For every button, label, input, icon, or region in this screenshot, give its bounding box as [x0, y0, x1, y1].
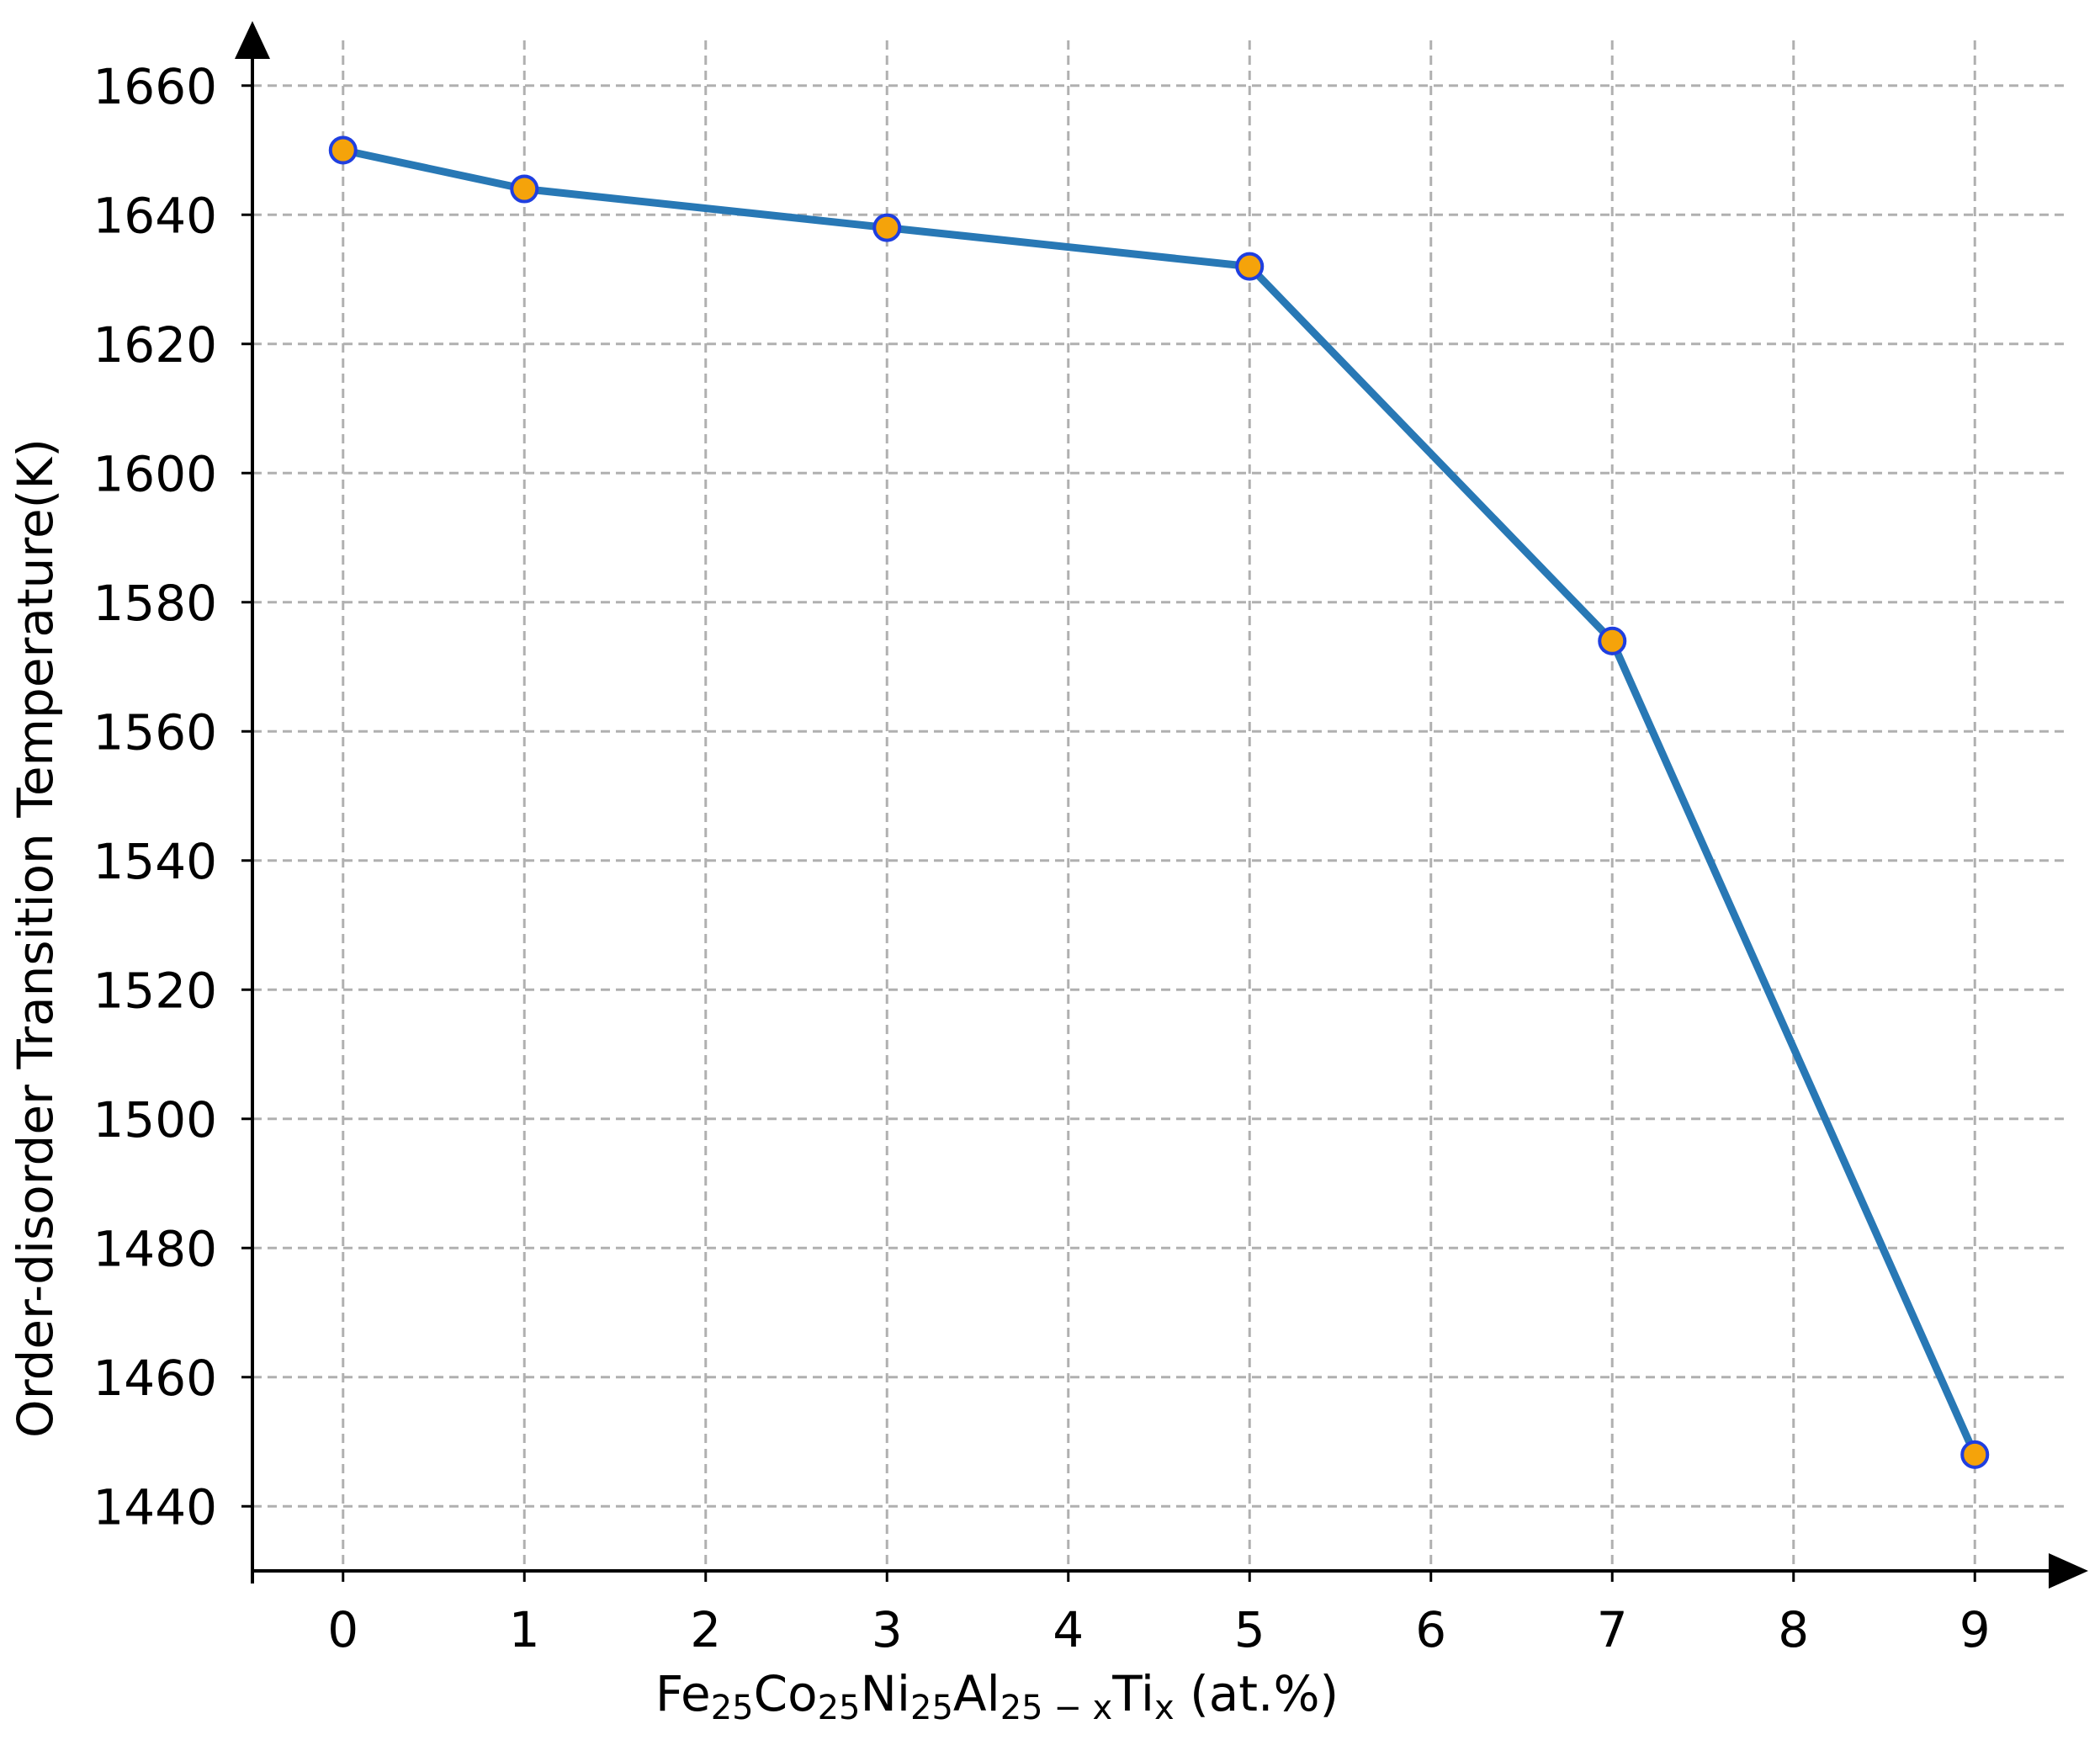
x-tick-label: 9	[1959, 1601, 1991, 1658]
y-tick-label: 1480	[93, 1220, 217, 1277]
series-line	[339, 146, 1979, 1459]
y-tick-label: 1440	[93, 1478, 217, 1536]
y-tick-label: 1500	[93, 1091, 217, 1149]
data-point	[1960, 1440, 1990, 1469]
ticks: 0 1 2 3 4 5 6 7 8 9 1440 1460 1480 1500 1520 1540 1560 15…	[93, 58, 1990, 1658]
data-point	[1598, 626, 1627, 655]
x-tick-label: 5	[1234, 1601, 1265, 1658]
y-tick-label: 1560	[93, 703, 217, 761]
y-tick-label: 1640	[93, 187, 217, 244]
x-tick-label: 2	[690, 1601, 721, 1658]
data-point	[1235, 252, 1265, 281]
axes	[235, 21, 2088, 1589]
x-tick-label: 3	[872, 1601, 903, 1658]
x-axis-label: Fe25Co25Ni25Al25 − xTix (at.%)	[655, 1665, 1339, 1727]
y-tick-label: 1620	[93, 316, 217, 374]
y-tick-label: 1660	[93, 58, 217, 115]
data-point	[872, 213, 902, 242]
x-tick-label: 1	[509, 1601, 540, 1658]
y-axis-arrow	[235, 21, 270, 59]
y-tick-label: 1600	[93, 445, 217, 502]
x-tick-label: 7	[1597, 1601, 1628, 1658]
y-tick-label: 1520	[93, 962, 217, 1019]
y-axis-label: Order-disorder Transition Temperature(K)	[7, 438, 64, 1438]
y-tick-label: 1540	[93, 833, 217, 890]
x-tick-label: 0	[327, 1601, 358, 1658]
x-tick-label: 4	[1053, 1601, 1084, 1658]
grid-lines	[252, 40, 2066, 1571]
data-series	[328, 135, 1990, 1469]
y-tick-label: 1580	[93, 575, 217, 632]
x-tick-label: 6	[1415, 1601, 1446, 1658]
x-tick-label: 8	[1778, 1601, 1809, 1658]
x-axis-arrow	[2049, 1553, 2088, 1589]
data-point	[328, 135, 358, 165]
data-point	[510, 174, 539, 204]
y-tick-label: 1460	[93, 1350, 217, 1407]
